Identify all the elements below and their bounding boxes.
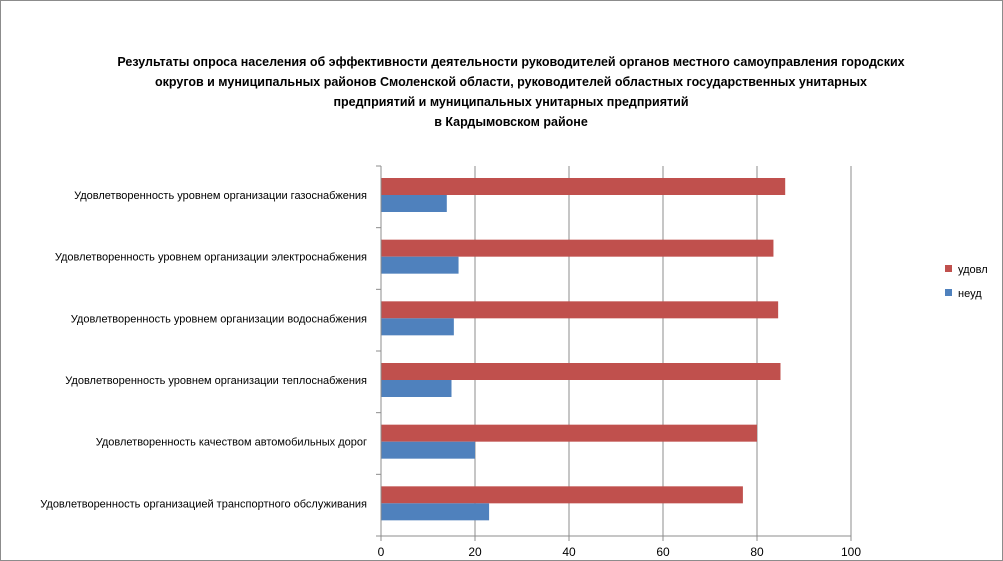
bar-udovl xyxy=(381,424,757,442)
chart-title-line: предприятий и муниципальных унитарных пр… xyxy=(333,95,689,109)
bar-neud xyxy=(381,503,490,521)
x-tick-label: 0 xyxy=(378,545,385,559)
chart-title-line: Результаты опроса населения об эффективн… xyxy=(117,55,905,69)
bar-udovl xyxy=(381,486,743,504)
chart-title-line: округов и муниципальных районов Смоленск… xyxy=(155,75,867,89)
category-label: Удовлетворенность организацией транспорт… xyxy=(40,498,367,510)
bar-neud xyxy=(381,380,452,397)
x-tick-label: 20 xyxy=(468,545,482,559)
chart-title-line: в Кардымовском районе xyxy=(434,115,588,129)
category-label: Удовлетворенность уровнем организации во… xyxy=(71,313,367,325)
bar-neud xyxy=(381,441,475,459)
chart-title: Результаты опроса населения об эффективн… xyxy=(61,52,961,132)
bar-neud xyxy=(381,318,454,336)
bar-neud xyxy=(381,195,447,212)
category-label: Удовлетворенность уровнем организации те… xyxy=(65,375,367,387)
bar-udovl xyxy=(381,301,779,319)
x-tick-label: 60 xyxy=(656,545,670,559)
category-label: Удовлетворенность уровнем организации га… xyxy=(74,190,367,202)
legend-swatch xyxy=(945,289,952,296)
bar-udovl xyxy=(381,363,781,380)
legend-swatch xyxy=(945,265,952,272)
bar-neud xyxy=(381,256,459,274)
legend-label: удовл xyxy=(958,264,988,276)
x-tick-label: 80 xyxy=(750,545,764,559)
legend-label: неуд xyxy=(958,288,982,300)
x-tick-label: 40 xyxy=(562,545,576,559)
bar-udovl xyxy=(381,178,786,195)
x-tick-label: 100 xyxy=(841,545,861,559)
category-label: Удовлетворенность качеством автомобильны… xyxy=(96,437,367,449)
category-label: Удовлетворенность уровнем организации эл… xyxy=(55,252,367,264)
bar-udovl xyxy=(381,239,774,257)
